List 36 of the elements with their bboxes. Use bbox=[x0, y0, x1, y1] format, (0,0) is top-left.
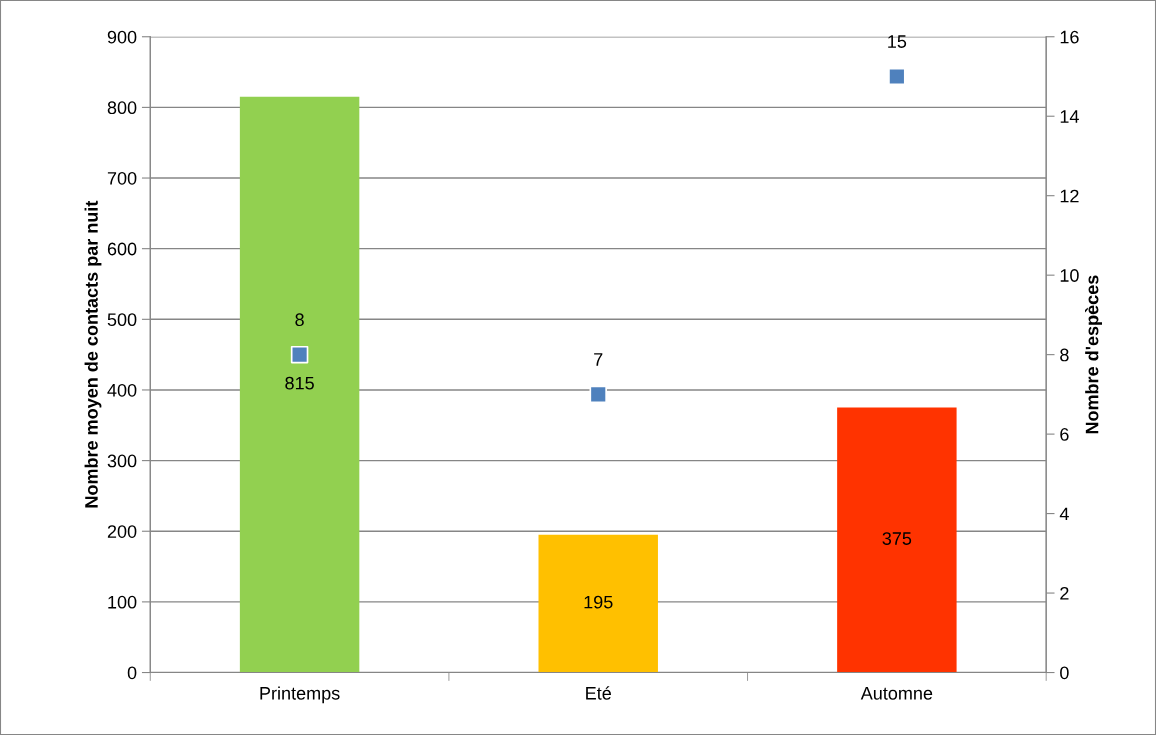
x-tick-label: Eté bbox=[586, 686, 611, 700]
y-tick-label: 900 bbox=[107, 30, 137, 44]
data-label: 8 bbox=[295, 313, 304, 327]
y-tick-label: 0 bbox=[127, 666, 137, 680]
y2-tick-label: 4 bbox=[1059, 507, 1069, 521]
data-label: 815 bbox=[285, 376, 314, 390]
y-tick-label: 600 bbox=[107, 242, 137, 256]
y2-axis-title: Nombre d'espèces bbox=[1085, 275, 1102, 434]
y2-tick-label: 6 bbox=[1060, 428, 1069, 441]
data-label: 375 bbox=[882, 532, 912, 545]
data-label: 7 bbox=[594, 353, 603, 366]
y2-tick-label: 12 bbox=[1060, 189, 1079, 203]
y2-tick-label: 8 bbox=[1060, 348, 1069, 362]
bar bbox=[837, 407, 957, 673]
y-tick-label: 100 bbox=[108, 595, 137, 609]
data-label: 195 bbox=[584, 595, 613, 609]
y-tick-label: 500 bbox=[107, 313, 137, 327]
data-label: 15 bbox=[888, 35, 907, 48]
y-tick-label: 300 bbox=[107, 454, 137, 468]
y2-tick-label: 2 bbox=[1060, 586, 1069, 600]
x-tick-label: Automne bbox=[860, 687, 933, 700]
point bbox=[888, 67, 906, 86]
point bbox=[589, 385, 607, 404]
y-axis-title: Nombre moyen de contacts par nuit bbox=[84, 200, 102, 508]
y2-tick-label: 16 bbox=[1060, 30, 1079, 44]
y-tick-label: 800 bbox=[107, 101, 137, 115]
x-tick-label: Printemps bbox=[260, 686, 340, 704]
y2-tick-label: 10 bbox=[1060, 269, 1079, 282]
y-tick-label: 200 bbox=[107, 525, 137, 538]
y2-tick-label: 14 bbox=[1060, 110, 1079, 123]
bar bbox=[538, 534, 658, 673]
y2-tick-label: 0 bbox=[1060, 666, 1069, 680]
point bbox=[290, 345, 309, 364]
y-tick-label: 700 bbox=[107, 171, 137, 185]
bar bbox=[239, 96, 360, 673]
y-tick-label: 400 bbox=[107, 383, 137, 397]
